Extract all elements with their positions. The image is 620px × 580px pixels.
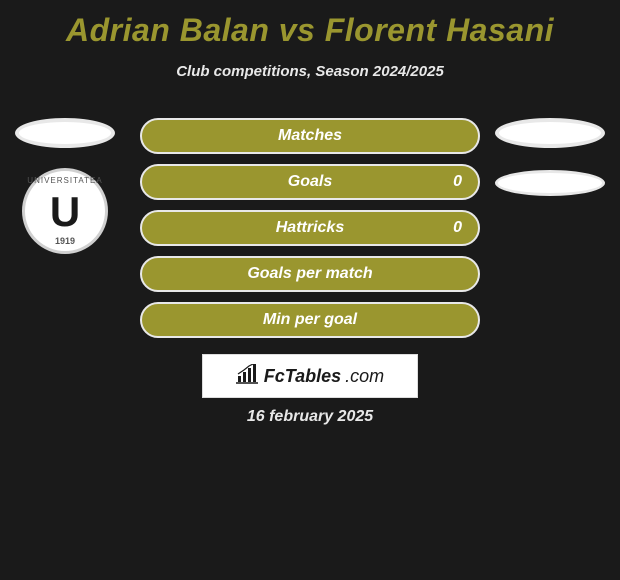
stat-bar-matches: Matches [140, 118, 480, 154]
stat-bar-goals: Goals 0 [140, 164, 480, 200]
page-title: Adrian Balan vs Florent Hasani [0, 0, 620, 49]
right-club-pill [495, 170, 605, 196]
left-club-logo: UNIVERSITATEA U 1919 [22, 168, 108, 254]
date-label: 16 february 2025 [0, 408, 620, 426]
stat-label: Goals per match [247, 265, 372, 283]
bar-chart-icon [236, 364, 260, 389]
logo-arc-text: UNIVERSITATEA [27, 176, 102, 185]
left-player-column: UNIVERSITATEA U 1919 [10, 118, 120, 254]
stat-value-right: 0 [453, 173, 462, 191]
right-player-name-pill [495, 118, 605, 148]
stat-bars: Matches Goals 0 Hattricks 0 Goals per ma… [140, 118, 480, 338]
stat-bar-hattricks: Hattricks 0 [140, 210, 480, 246]
logo-year: 1919 [55, 236, 75, 246]
stat-label: Matches [278, 127, 342, 145]
left-player-name-pill [15, 118, 115, 148]
stat-value-right: 0 [453, 219, 462, 237]
stat-bar-goals-per-match: Goals per match [140, 256, 480, 292]
logo-letter: U [50, 193, 80, 231]
watermark-brand: FcTables [264, 366, 341, 387]
stat-bar-min-per-goal: Min per goal [140, 302, 480, 338]
watermark-suffix: .com [345, 366, 384, 387]
watermark: FcTables.com [202, 354, 418, 398]
right-player-column [490, 118, 610, 196]
stat-label: Min per goal [263, 311, 357, 329]
stat-label: Hattricks [276, 219, 344, 237]
subtitle: Club competitions, Season 2024/2025 [0, 63, 620, 80]
stat-label: Goals [288, 173, 332, 191]
